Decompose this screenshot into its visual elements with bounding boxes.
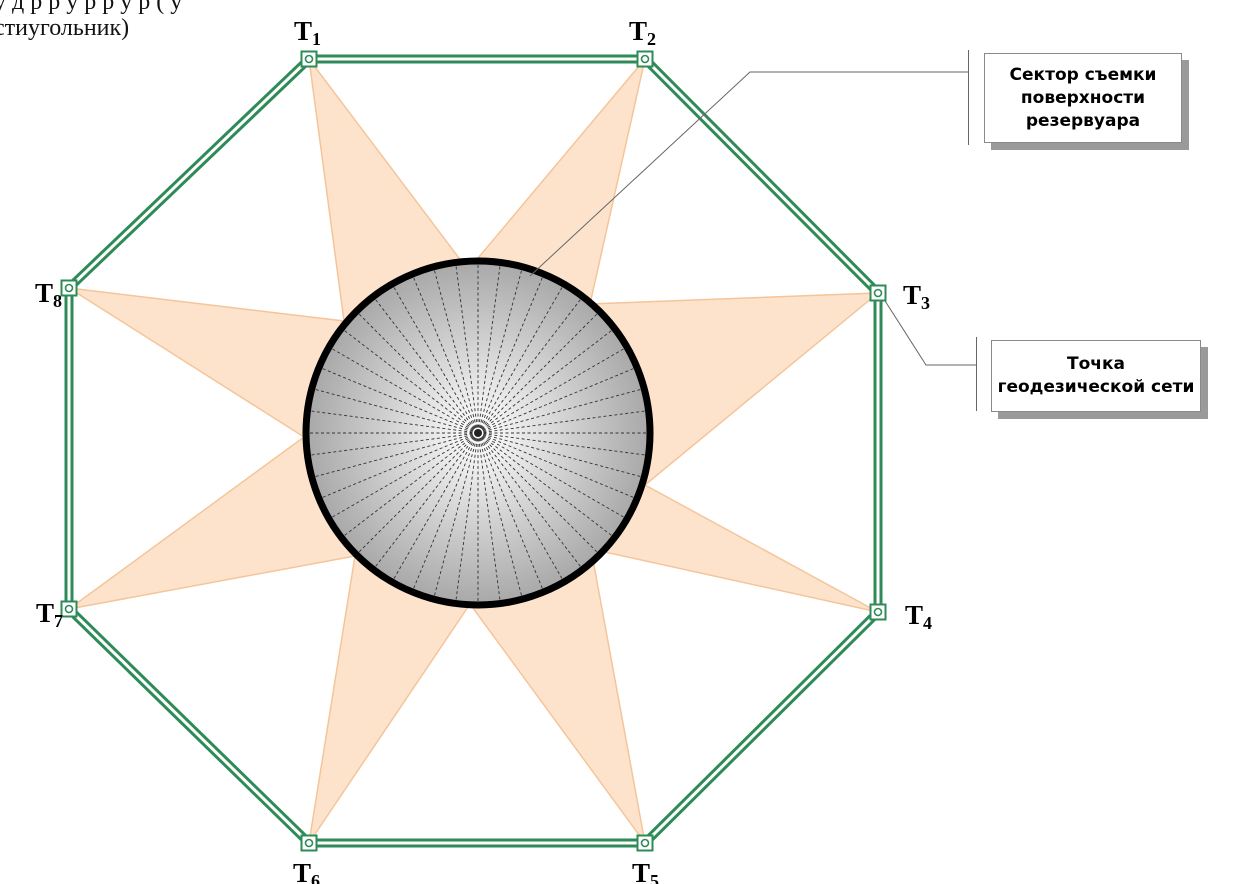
tank-radial-line [309, 410, 479, 434]
vertex-label-4: T4 [905, 600, 932, 633]
tank-radial-line [455, 432, 479, 602]
tank-radial-line [477, 432, 501, 602]
tank-radial-line [477, 268, 523, 434]
tank-center-mark [474, 429, 482, 437]
tank-radial-line [477, 329, 614, 434]
tank-radial-line [374, 297, 479, 434]
geodetic-point-marker-8 [60, 279, 78, 297]
tank-radial-line [330, 347, 479, 434]
tank-radial-line [374, 432, 479, 569]
tank-radial-line [477, 388, 643, 434]
tank-radial-line [433, 268, 479, 434]
tank-radial-line [477, 432, 626, 519]
tank-radial-line [330, 432, 479, 519]
vertex-labels: T1 T2 T3 T4 T5 T6 T7 T8 [35, 16, 932, 884]
callout-sector-line-2: поверхности [1020, 87, 1146, 108]
callout-leaders [529, 71, 976, 366]
tank-radial-line [477, 347, 626, 434]
tank-radial-line [477, 432, 523, 598]
geodetic-point-marker-4 [869, 603, 887, 621]
callout-sector: Сектор съемки поверхности резервуара [984, 53, 1182, 143]
vertex-label-6: T6 [293, 858, 320, 884]
caption-line-1: у д р р у р р у р ( у [0, 0, 183, 15]
tank-radial-line [320, 367, 479, 434]
vertex-label-5: T5 [632, 858, 659, 884]
tank-radial-line [433, 432, 479, 598]
tank-radial-line [342, 329, 479, 434]
callout-point-line-1: Точка [1067, 354, 1125, 374]
sector-leader-line [529, 71, 968, 277]
tank-radial-line [477, 432, 564, 581]
tank-radial-line [320, 432, 479, 499]
geodetic-point-marker-2 [636, 50, 654, 68]
geodetic-point-marker-7 [60, 600, 78, 618]
tank-radial-line [477, 432, 614, 537]
callout-point-bracket [976, 337, 977, 411]
tank-radial-line [477, 432, 544, 591]
tank-radial-line [412, 275, 479, 434]
geodetic-point-marker-6 [300, 834, 318, 852]
tank-radial-line [313, 388, 479, 434]
tank-radial-line [342, 432, 479, 537]
tank-radial-line [357, 312, 479, 434]
tank-radial-line [392, 432, 479, 581]
tank-radial-line [477, 432, 582, 569]
tank-radial-line [477, 432, 636, 499]
geodetic-point-marker-1 [300, 50, 318, 68]
tank-radial-line [477, 432, 599, 554]
tank-radial-line [313, 432, 479, 478]
tank-radial-line [477, 264, 501, 434]
tank-radial-line [477, 312, 599, 434]
tank-rim [302, 257, 654, 609]
callout-sector-line-3: резервуара [1025, 110, 1141, 131]
tank-radial-line [309, 432, 479, 456]
caption-line-2: стиугольник) [0, 15, 130, 41]
vertex-label-2: T2 [629, 16, 656, 49]
tank-radial-line [477, 432, 647, 456]
callout-sector-bracket [968, 50, 969, 145]
callout-point-line-2: геодезической сети [997, 377, 1195, 397]
tank-radial-line [392, 285, 479, 434]
geodetic-point-markers [60, 50, 887, 852]
tank-radial-line [477, 297, 582, 434]
vertex-label-1: T1 [294, 16, 321, 49]
tank-radial-line [477, 410, 647, 434]
tank-surface [302, 257, 654, 609]
tank-radial-line [357, 432, 479, 554]
tank-radial-line [477, 275, 544, 434]
tank-radial-line [477, 367, 636, 434]
geodetic-point-marker-5 [636, 834, 654, 852]
geodetic-point-marker-3 [869, 284, 887, 302]
tank-radial-line [412, 432, 479, 591]
callout-sector-line-1: Сектор съемки [1009, 64, 1157, 85]
point-leader-line [879, 292, 976, 366]
vertex-label-3: T3 [903, 280, 930, 313]
tank-radial-line [455, 264, 479, 434]
vertex-label-8: T8 [35, 278, 62, 311]
tank-radial-line [477, 432, 643, 478]
callout-geodetic-point: Точка геодезической сети [991, 340, 1201, 412]
tank-radial-line [477, 285, 564, 434]
vertex-label-7: T7 [36, 598, 63, 631]
